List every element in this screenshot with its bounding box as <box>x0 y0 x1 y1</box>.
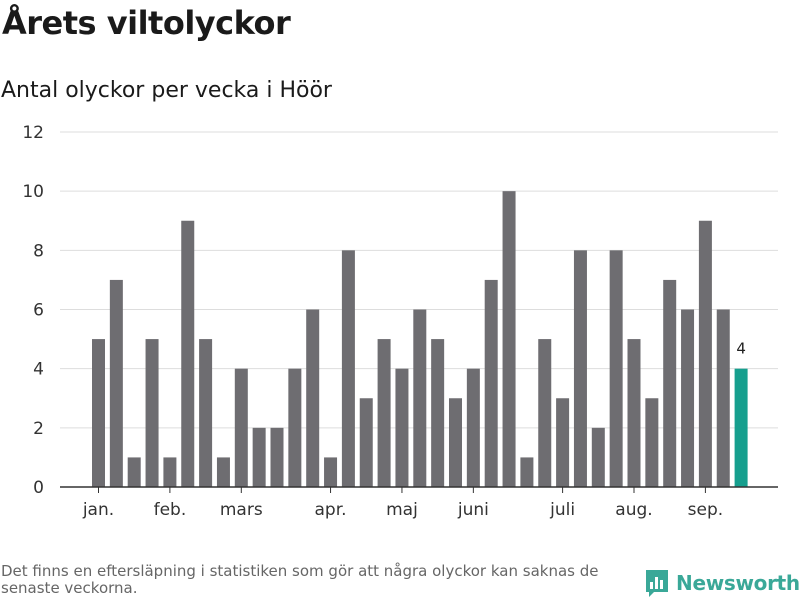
bar <box>359 398 373 487</box>
bar <box>466 368 480 487</box>
bar <box>395 368 409 487</box>
y-tick-label: 6 <box>33 301 44 321</box>
bar <box>181 220 195 487</box>
brand-logo: Newsworthy <box>644 568 800 598</box>
bar <box>413 309 427 487</box>
last-value-label: 4 <box>736 340 746 358</box>
bar <box>431 339 445 487</box>
x-tick-label: apr. <box>315 500 347 520</box>
bar <box>716 309 730 487</box>
bar <box>627 339 641 487</box>
y-tick-label: 12 <box>22 123 44 143</box>
bar-highlight <box>734 368 748 487</box>
x-tick-label: aug. <box>615 500 652 520</box>
bar <box>199 339 213 487</box>
bar <box>502 191 516 488</box>
y-tick-label: 8 <box>33 241 44 261</box>
x-tick-label: mars <box>220 500 263 520</box>
bar-chart-speech-bubble-icon <box>646 570 668 597</box>
y-axis-ticks: 0 2 4 6 8 10 12 <box>22 123 44 498</box>
brand-name: Newsworthy <box>676 571 800 595</box>
y-tick-label: 10 <box>22 182 44 202</box>
bar <box>573 250 587 487</box>
footnote: Det finns en eftersläpning i statistiken… <box>1 562 599 597</box>
data-labels: 4 <box>736 340 746 358</box>
x-tick-label: jan. <box>82 500 114 520</box>
x-axis-ticks: jan. feb. mars apr. maj juni juli aug. sep. <box>82 487 723 520</box>
bar <box>163 457 177 487</box>
y-tick-label: 2 <box>33 419 44 439</box>
bar <box>127 457 141 487</box>
bar <box>520 457 534 487</box>
bar <box>252 427 266 487</box>
bar <box>324 457 338 487</box>
bars <box>92 191 748 488</box>
bar <box>591 427 605 487</box>
bar <box>645 398 659 487</box>
bar <box>288 368 302 487</box>
bar <box>698 220 712 487</box>
bar <box>681 309 695 487</box>
bar <box>341 250 355 487</box>
bar-chart: 0 2 4 6 8 10 12 jan. feb. mars apr. maj juni juli aug… <box>22 123 778 520</box>
bar <box>609 250 623 487</box>
bar <box>484 279 498 487</box>
y-tick-label: 0 <box>33 478 44 498</box>
chart-title: Årets viltolyckor <box>2 4 291 42</box>
bar <box>538 339 552 487</box>
bar <box>234 368 248 487</box>
x-tick-label: juli <box>549 500 575 520</box>
bar <box>216 457 230 487</box>
x-tick-label: feb. <box>154 500 187 520</box>
bar <box>145 339 159 487</box>
chart-subtitle: Antal olyckor per vecka i Höör <box>1 78 332 103</box>
bar <box>92 339 105 487</box>
bar <box>109 279 123 487</box>
x-tick-label: maj <box>386 500 418 520</box>
bar <box>306 309 320 487</box>
bar <box>449 398 462 487</box>
y-tick-label: 4 <box>33 360 44 380</box>
bar <box>377 339 391 487</box>
bar <box>663 279 677 487</box>
x-tick-label: juni <box>457 500 489 520</box>
x-tick-label: sep. <box>688 500 724 520</box>
bar <box>270 427 284 487</box>
bar <box>556 398 570 487</box>
